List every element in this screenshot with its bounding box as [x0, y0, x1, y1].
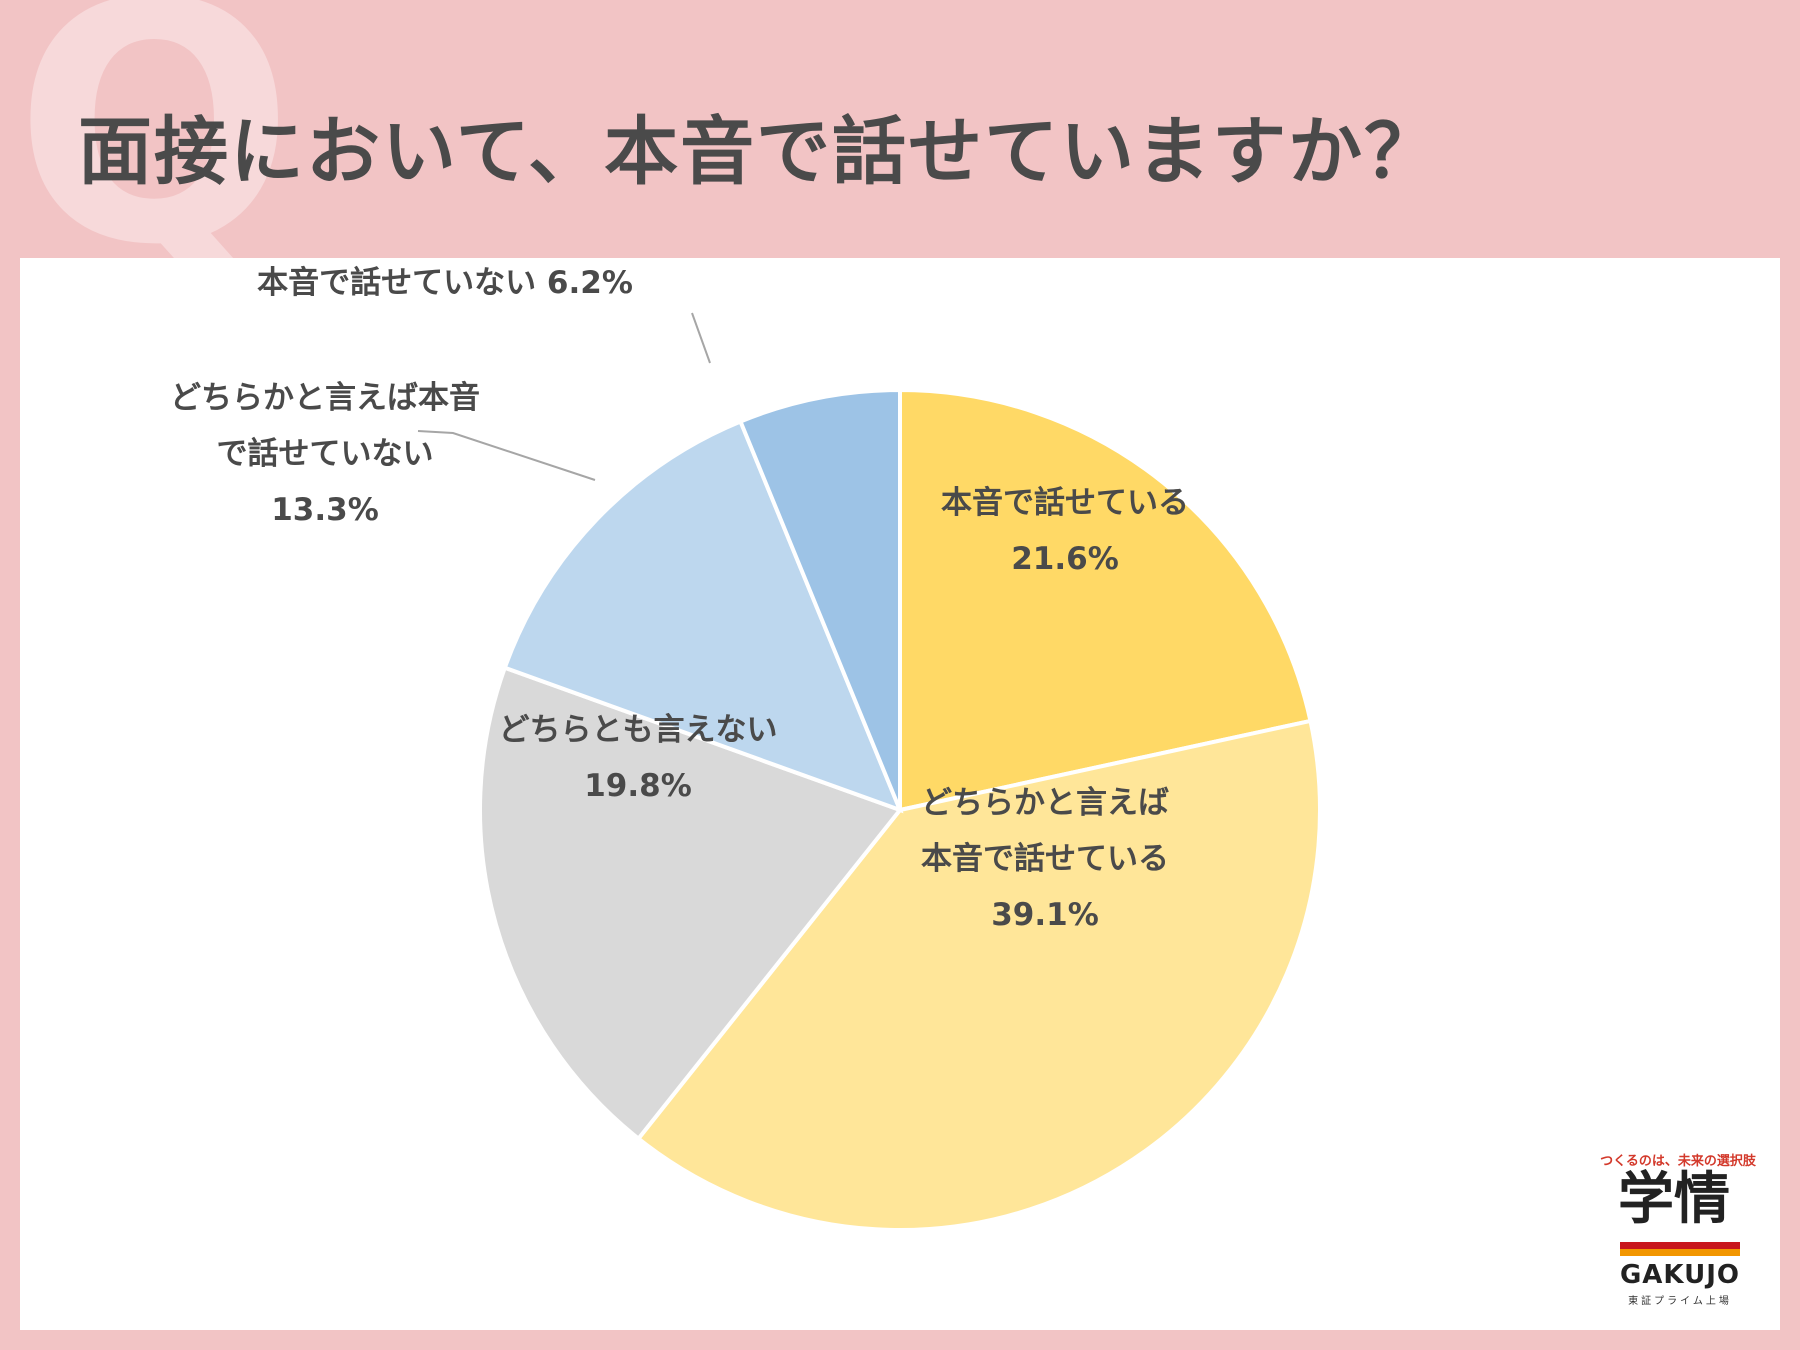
slice-label-1-line-0: どちらかと言えば — [921, 785, 1169, 821]
leader-lines — [417, 312, 711, 481]
leader-line-4 — [691, 312, 711, 364]
slice-label-4-line-0: 本音で話せていない 6.2% — [257, 265, 633, 301]
slice-label-1: どちらかと言えば本音で話せている 39.1% — [921, 785, 1169, 933]
slice-label-0-line-0: 本音で話せている — [941, 485, 1189, 521]
pie-slice-4 — [737, 387, 902, 811]
slice-label-1-line-2: 39.1% — [991, 897, 1099, 933]
leader-line-3 — [417, 430, 596, 481]
logo-bar — [1620, 1242, 1740, 1256]
logo-kanji: 学情 — [1618, 1167, 1730, 1232]
gakujo-logo: つくるのは、未来の選択肢 学情 GAKUJO 東証プライム上場 — [1588, 1150, 1768, 1310]
slice-label-2: どちらとも言えない 19.8% — [499, 712, 778, 804]
pie-slices — [478, 387, 1322, 1232]
logo-subtitle: 東証プライム上場 — [1628, 1296, 1732, 1307]
pie-slice-0 — [898, 387, 1313, 813]
logo-brand: GAKUJO — [1619, 1260, 1741, 1290]
pie-slice-3 — [502, 418, 904, 814]
pie-slice-1 — [635, 718, 1322, 1232]
chart-panel: 本音で話せている 21.6% どちらかと言えば本音で話せている 39.1% どちらとも言… — [20, 258, 1780, 1330]
logo-tagline: つくるのは、未来の選択肢 — [1600, 1154, 1756, 1169]
slice-label-2-line-0: どちらとも言えない — [499, 712, 778, 748]
slice-label-3-line-0: どちらかと言えば本音 — [170, 380, 480, 416]
slice-labels: 本音で話せている 21.6%どちらかと言えば本音で話せている 39.1%どちらとも言… — [170, 265, 1189, 933]
slice-label-4: 本音で話せていない 6.2% — [257, 265, 633, 301]
slice-label-3-line-2: 13.3% — [271, 492, 379, 528]
slice-label-0-line-1: 21.6% — [1011, 541, 1119, 577]
slice-label-3: どちらかと言えば本音で話せていない 13.3% — [170, 380, 480, 528]
slice-label-2-line-1: 19.8% — [584, 768, 692, 804]
slice-label-1-line-1: 本音で話せている — [921, 841, 1169, 877]
page-title: 面接において、本音で話せていますか？ — [78, 109, 1441, 195]
pie-chart: 本音で話せている 21.6%どちらかと言えば本音で話せている 39.1%どちらとも言… — [170, 265, 1322, 1232]
slice-label-0: 本音で話せている 21.6% — [941, 485, 1189, 577]
slice-label-3-line-1: で話せていない — [217, 436, 434, 472]
pie-slice-2 — [478, 665, 904, 1142]
